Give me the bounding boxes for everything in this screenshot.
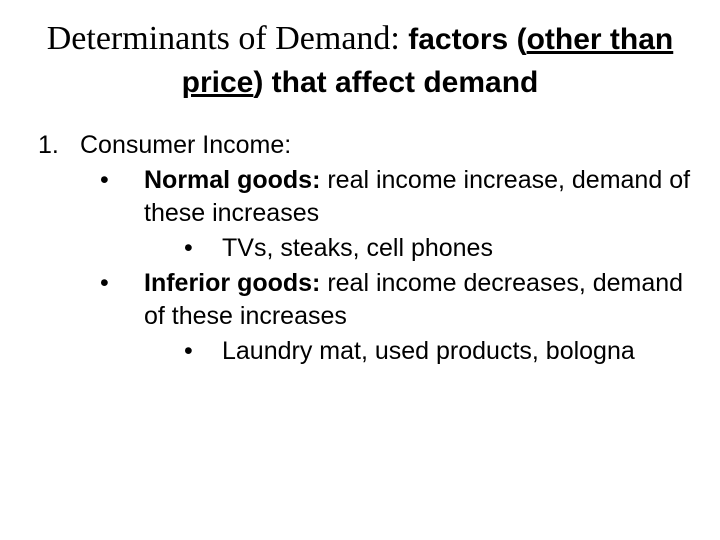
sub2-bold: Inferior goods: <box>144 269 327 297</box>
title-hand-pre: factors ( <box>400 23 527 56</box>
sub1-bold: Normal goods: <box>144 166 327 194</box>
item1-number: 1. <box>38 129 80 162</box>
sub2-text: Inferior goods: real income decreases, d… <box>144 267 692 333</box>
list-item-1: 1. Consumer Income: <box>38 129 692 162</box>
list-item-1-sub1-ex: • TVs, steaks, cell phones <box>184 232 692 265</box>
sub2-examples: Laundry mat, used products, bologna <box>222 335 692 368</box>
list-item-1-sub2: • Inferior goods: real income decreases,… <box>100 267 692 333</box>
title-hand-post: ) that affect demand <box>253 66 538 99</box>
content-block: 1. Consumer Income: • Normal goods: real… <box>28 129 692 368</box>
bullet-icon: • <box>184 335 222 368</box>
list-item-1-sub1: • Normal goods: real income increase, de… <box>100 164 692 230</box>
bullet-icon: • <box>100 164 144 230</box>
item1-label: Consumer Income: <box>80 129 291 162</box>
sub1-text: Normal goods: real income increase, dema… <box>144 164 692 230</box>
bullet-icon: • <box>100 267 144 333</box>
list-item-1-sub2-ex: • Laundry mat, used products, bologna <box>184 335 692 368</box>
sub1-examples: TVs, steaks, cell phones <box>222 232 692 265</box>
bullet-icon: • <box>184 232 222 265</box>
title-serif: Determinants of Demand: <box>47 20 400 57</box>
slide-title: Determinants of Demand: factors (other t… <box>28 18 692 103</box>
